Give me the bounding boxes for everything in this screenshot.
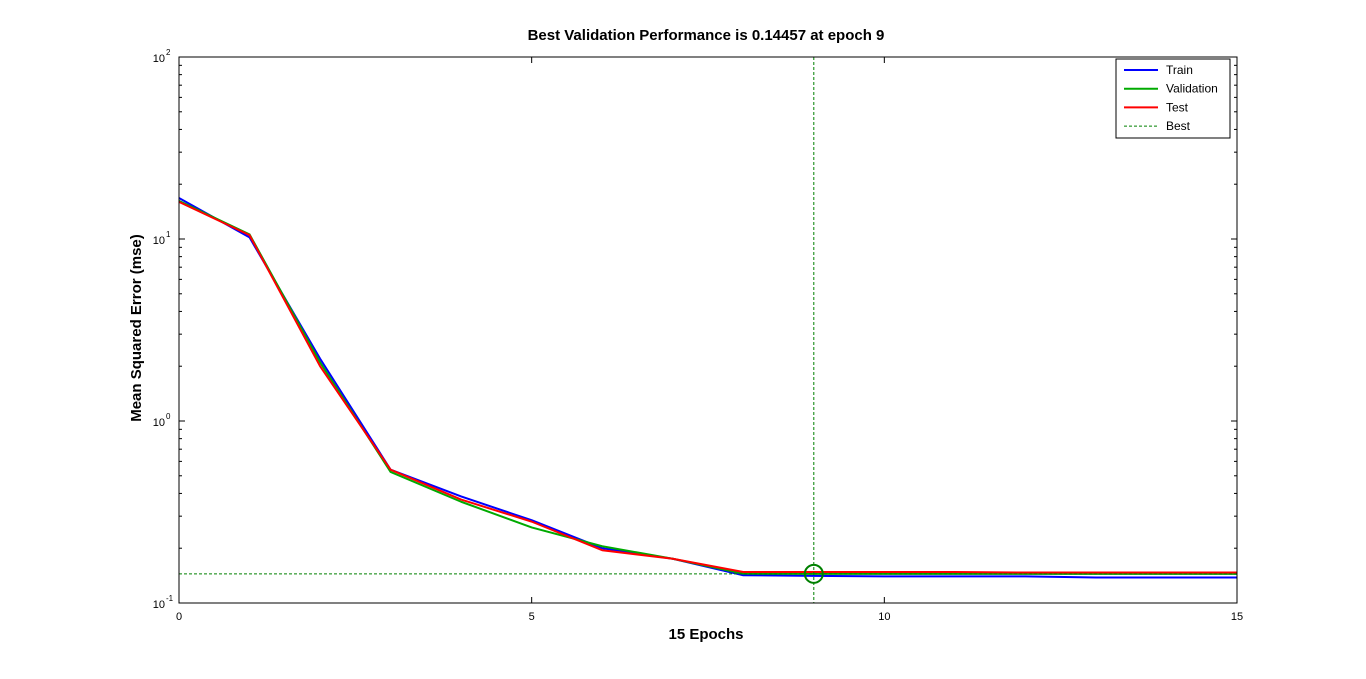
y-tick-exponent: 2 xyxy=(166,48,171,57)
y-tick-exponent: 0 xyxy=(166,412,171,421)
plot-area xyxy=(179,57,1237,603)
legend-label-test: Test xyxy=(1166,100,1189,114)
x-tick-label: 5 xyxy=(529,611,535,623)
legend: Train Validation Test Best xyxy=(1116,59,1230,138)
x-axis-label: 15 Epochs xyxy=(668,626,743,643)
legend-label-train: Train xyxy=(1166,63,1193,77)
x-tick-label: 0 xyxy=(176,611,182,623)
y-axis-label: Mean Squared Error (mse) xyxy=(128,234,145,422)
y-tick-exponent: 1 xyxy=(166,230,171,239)
x-tick-label: 15 xyxy=(1231,611,1243,623)
y-tick-label: 10 xyxy=(153,599,165,611)
y-tick-label: 10 xyxy=(153,235,165,247)
y-tick-exponent: -1 xyxy=(166,594,174,603)
y-tick-label: 10 xyxy=(153,417,165,429)
legend-label-best: Best xyxy=(1166,119,1191,133)
x-tick-label: 10 xyxy=(878,611,890,623)
y-tick-label: 10 xyxy=(153,53,165,65)
chart-title: Best Validation Performance is 0.14457 a… xyxy=(528,27,885,44)
legend-label-validation: Validation xyxy=(1166,82,1218,96)
